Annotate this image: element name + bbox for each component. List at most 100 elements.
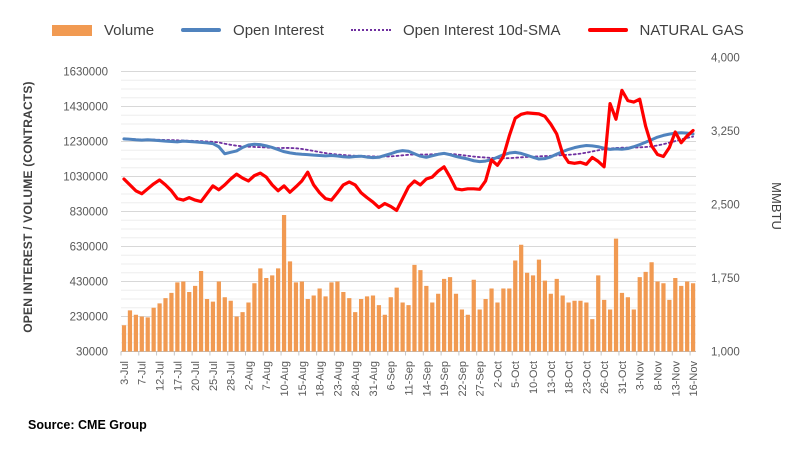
volume-bar bbox=[673, 278, 678, 352]
volume-bar bbox=[613, 238, 619, 352]
open-interest-line bbox=[122, 131, 695, 164]
volume-bar bbox=[536, 259, 542, 352]
volume-bar bbox=[276, 268, 281, 352]
left-axis-tick-label: 830000 bbox=[70, 207, 108, 219]
x-axis-tick-label: 11-Sep bbox=[404, 361, 416, 396]
x-axis-tick-label: 23-Oct bbox=[581, 361, 593, 394]
x-axis-tick-label: 12-Jul bbox=[155, 361, 167, 391]
volume-bar bbox=[667, 299, 672, 352]
x-axis-tick-label: 16-Nov bbox=[688, 361, 700, 397]
x-axis-tick-label: 18-Oct bbox=[564, 361, 576, 394]
volume-bar bbox=[210, 301, 216, 352]
volume-bar bbox=[341, 292, 346, 352]
volume-bar bbox=[578, 300, 583, 352]
legend-item-open-interest: Open Interest bbox=[181, 22, 324, 39]
volume-bar bbox=[406, 305, 411, 352]
volume-bar bbox=[246, 302, 251, 352]
left-axis-tick-label: 430000 bbox=[70, 277, 108, 289]
right-axis-title: MMBTU bbox=[769, 182, 784, 230]
x-axis-tick-label: 10-Aug bbox=[279, 361, 291, 396]
legend-swatch-line-icon bbox=[587, 28, 628, 32]
volume-bar bbox=[293, 282, 299, 352]
volume-bar bbox=[625, 297, 630, 352]
x-axis-tick-label: 27-Sep bbox=[475, 361, 487, 396]
volume-bar bbox=[181, 281, 186, 352]
volume-bar bbox=[240, 312, 245, 352]
x-axis-tick-label: 8-Nov bbox=[652, 361, 664, 391]
volume-bar bbox=[690, 283, 696, 352]
right-axis-tick-label: 2,500 bbox=[711, 200, 740, 212]
volume-bars bbox=[121, 215, 696, 352]
legend-swatch-bar-icon bbox=[52, 24, 92, 36]
x-axis-tick-label: 14-Sep bbox=[421, 361, 433, 396]
volume-bar bbox=[382, 314, 387, 352]
volume-bar bbox=[483, 299, 488, 352]
legend-item-volume: Volume bbox=[52, 22, 154, 39]
volume-bar bbox=[347, 298, 352, 352]
x-axis-tick-label: 28-Aug bbox=[350, 361, 362, 396]
chart-legend: Volume Open Interest Open Interest 10d-SMA… bbox=[52, 16, 796, 44]
volume-bar bbox=[649, 262, 654, 352]
source-note: Source: CME Group bbox=[28, 418, 147, 432]
right-axis-labels: 4,000 3,250 2,500 1,750 1,000 bbox=[711, 53, 740, 359]
x-axis-tick-label: 6-Sep bbox=[386, 361, 398, 390]
volume-bar bbox=[436, 293, 441, 352]
legend-item-natural-gas: NATURAL GAS bbox=[587, 22, 744, 39]
volume-bar bbox=[204, 299, 210, 352]
x-axis-tick-label: 28-Jul bbox=[226, 361, 238, 391]
x-axis-labels: 3-Jul 7-Jul 12-Jul 17-Jul 20-Jul 25-Jul 28-Jul… bbox=[119, 361, 700, 397]
x-axis-tick-label: 20-Jul bbox=[190, 361, 202, 391]
x-axis-tick-label: 2-Oct bbox=[492, 361, 504, 388]
x-axis-tick-label: 31-Aug bbox=[368, 361, 380, 396]
volume-bar bbox=[163, 298, 168, 352]
left-axis-tick-label: 1630000 bbox=[63, 67, 108, 79]
natural-gas-line bbox=[122, 88, 695, 212]
volume-bar bbox=[198, 271, 204, 352]
left-axis-labels: 1630000 1430000 1230000 1030000 830000 630000… bbox=[63, 67, 108, 359]
volume-bar bbox=[299, 281, 304, 352]
x-axis-tick-label: 23-Aug bbox=[332, 361, 344, 396]
volume-bar bbox=[388, 297, 393, 352]
volume-bar bbox=[305, 299, 310, 352]
legend-swatch-dotted-icon bbox=[350, 29, 391, 31]
volume-bar bbox=[127, 310, 133, 352]
left-axis-title: OPEN INTEREST / VOLUME (CONTRACTS) bbox=[21, 81, 35, 332]
volume-bar bbox=[501, 288, 506, 352]
x-axis-tick-label: 22-Sep bbox=[457, 361, 469, 396]
volume-bar bbox=[329, 282, 334, 352]
left-axis-tick-label: 1230000 bbox=[63, 137, 108, 149]
volume-bar bbox=[619, 292, 625, 352]
volume-bar bbox=[554, 278, 559, 352]
right-axis-tick-label: 1,750 bbox=[711, 273, 740, 285]
volume-bar bbox=[661, 283, 666, 352]
volume-bar bbox=[447, 277, 453, 352]
x-axis-tick-label: 26-Oct bbox=[599, 361, 611, 394]
x-axis-tick-label: 7-Jul bbox=[137, 361, 149, 385]
x-axis-tick-label: 3-Nov bbox=[635, 361, 647, 391]
right-axis-tick-label: 3,250 bbox=[711, 126, 740, 138]
volume-bar bbox=[607, 309, 613, 352]
x-axis-tick-label: 18-Aug bbox=[315, 361, 327, 396]
volume-bar bbox=[637, 277, 642, 352]
legend-label: Open Interest bbox=[233, 21, 324, 39]
volume-bar bbox=[530, 275, 536, 352]
volume-bar bbox=[542, 280, 548, 352]
volume-bar bbox=[685, 281, 690, 352]
volume-bar bbox=[424, 285, 429, 352]
volume-bar bbox=[596, 275, 601, 352]
x-axis-tick-label: 10-Oct bbox=[528, 361, 540, 394]
volume-bar bbox=[631, 309, 636, 352]
volume-bar bbox=[590, 319, 595, 352]
volume-bar bbox=[234, 316, 239, 352]
x-axis-tick-label: 5-Oct bbox=[510, 361, 522, 388]
volume-bar bbox=[477, 309, 482, 352]
x-axis-tick-label: 19-Sep bbox=[439, 361, 451, 396]
x-axis-tick-label: 2-Aug bbox=[243, 361, 255, 390]
volume-bar bbox=[228, 300, 233, 352]
volume-bar bbox=[364, 296, 370, 352]
volume-bar bbox=[121, 325, 127, 352]
volume-bar bbox=[465, 314, 470, 352]
volume-bar bbox=[453, 293, 459, 352]
